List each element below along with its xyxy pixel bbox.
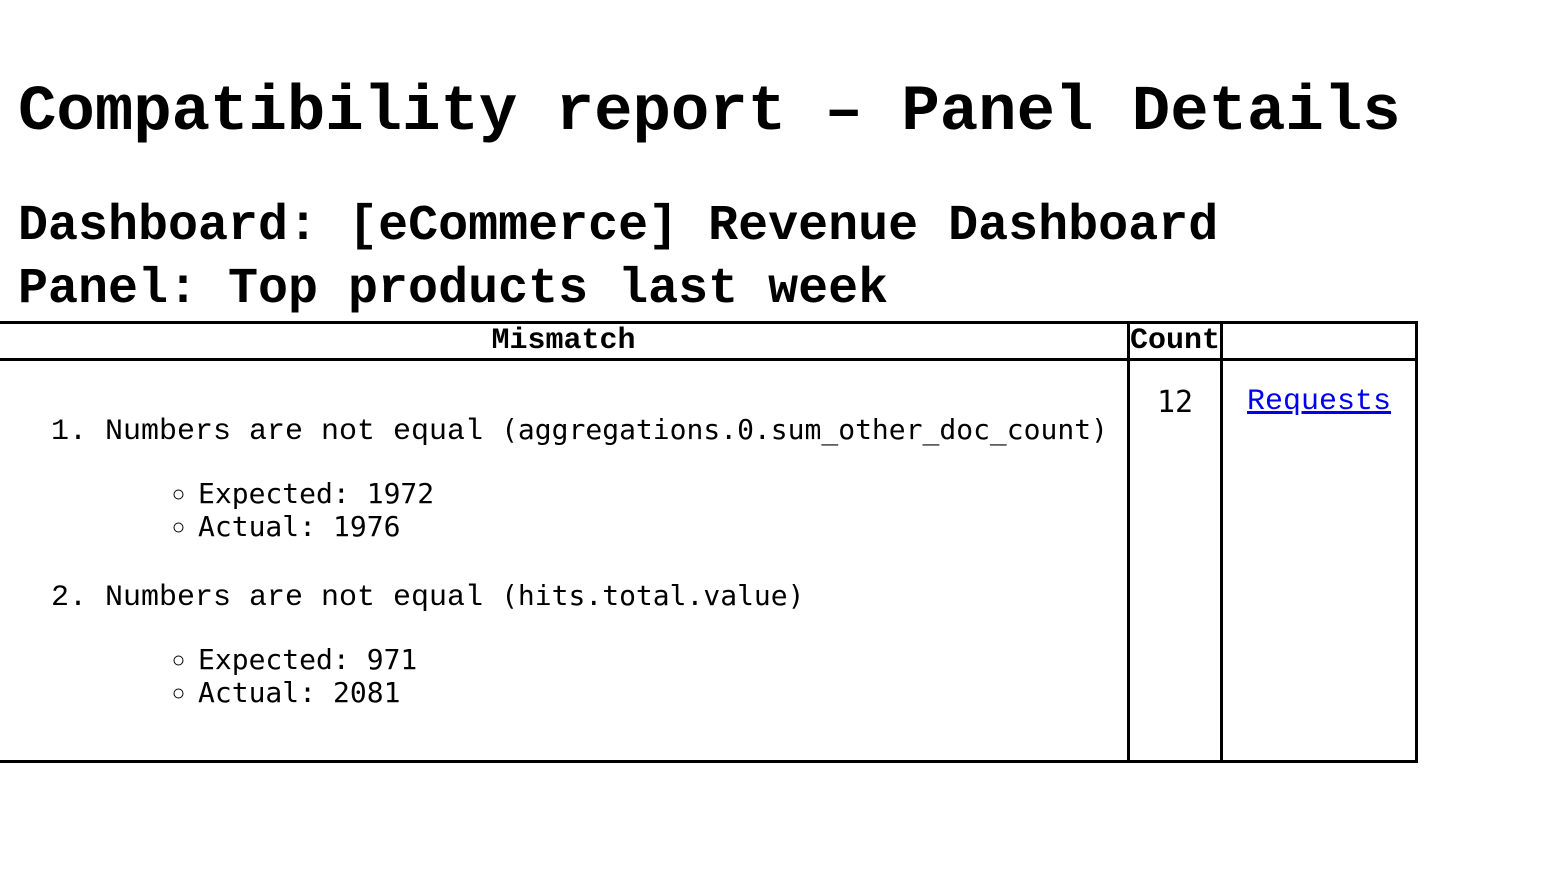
- expected-item: Expected: 1972: [198, 477, 1127, 510]
- panel-value: Top products last week: [228, 261, 889, 318]
- expected-actual-list-2: Expected: 971 Actual: 2081: [105, 643, 1127, 709]
- count-column-header: Count: [1127, 321, 1223, 361]
- mismatch-path: (aggregations.0.sum_other_doc_count): [501, 413, 1108, 446]
- actual-item: Actual: 1976: [198, 510, 1127, 543]
- count-cell: 12: [1127, 358, 1223, 763]
- panel-label: Panel:: [18, 261, 199, 318]
- expected-value: 1972: [366, 477, 435, 510]
- expected-label: Expected:: [198, 477, 350, 510]
- expected-label: Expected:: [198, 643, 350, 676]
- mismatch-message: Numbers are not equal: [105, 581, 484, 615]
- table-header-row: Mismatch Count: [0, 321, 1418, 361]
- actual-label: Actual:: [198, 676, 317, 709]
- expected-item: Expected: 971: [198, 643, 1127, 676]
- mismatch-item-1: Numbers are not equal (aggregations.0.sum…: [105, 412, 1127, 543]
- dashboard-label: Dashboard:: [18, 198, 319, 255]
- actual-label: Actual:: [198, 510, 317, 543]
- dashboard-value: [eCommerce] Revenue Dashboard: [348, 198, 1219, 255]
- panel-line: Panel: Top products last week: [18, 258, 1556, 321]
- page-title: Compatibility report – Panel Details: [18, 77, 1401, 149]
- actual-value: 1976: [333, 510, 401, 543]
- expected-value: 971: [366, 643, 418, 676]
- mismatch-path: (hits.total.value): [501, 579, 805, 612]
- requests-link[interactable]: Requests: [1246, 385, 1392, 419]
- actual-value: 2081: [333, 676, 401, 709]
- mismatch-cell: Numbers are not equal (aggregations.0.sum…: [0, 358, 1130, 763]
- expected-actual-list-1: Expected: 1972 Actual: 1976: [105, 477, 1127, 543]
- mismatch-column-header: Mismatch: [0, 321, 1130, 361]
- count-value: 12: [1156, 385, 1194, 420]
- dashboard-line: Dashboard: [eCommerce] Revenue Dashboard: [18, 195, 1556, 258]
- report-subtitle: Dashboard: [eCommerce] Revenue Dashboard …: [0, 195, 1556, 321]
- mismatch-list: Numbers are not equal (aggregations.0.sum…: [0, 412, 1127, 709]
- mismatch-table: Mismatch Count Numbers are not equal (agg…: [0, 321, 1418, 763]
- table-row: Numbers are not equal (aggregations.0.sum…: [0, 358, 1418, 763]
- requests-cell: Requests: [1220, 358, 1418, 763]
- mismatch-item-2: Numbers are not equal(hits.total.value) …: [105, 578, 1127, 709]
- actual-item: Actual: 2081: [198, 676, 1127, 709]
- mismatch-message: Numbers are not equal: [105, 415, 484, 449]
- actions-column-header: [1220, 321, 1418, 361]
